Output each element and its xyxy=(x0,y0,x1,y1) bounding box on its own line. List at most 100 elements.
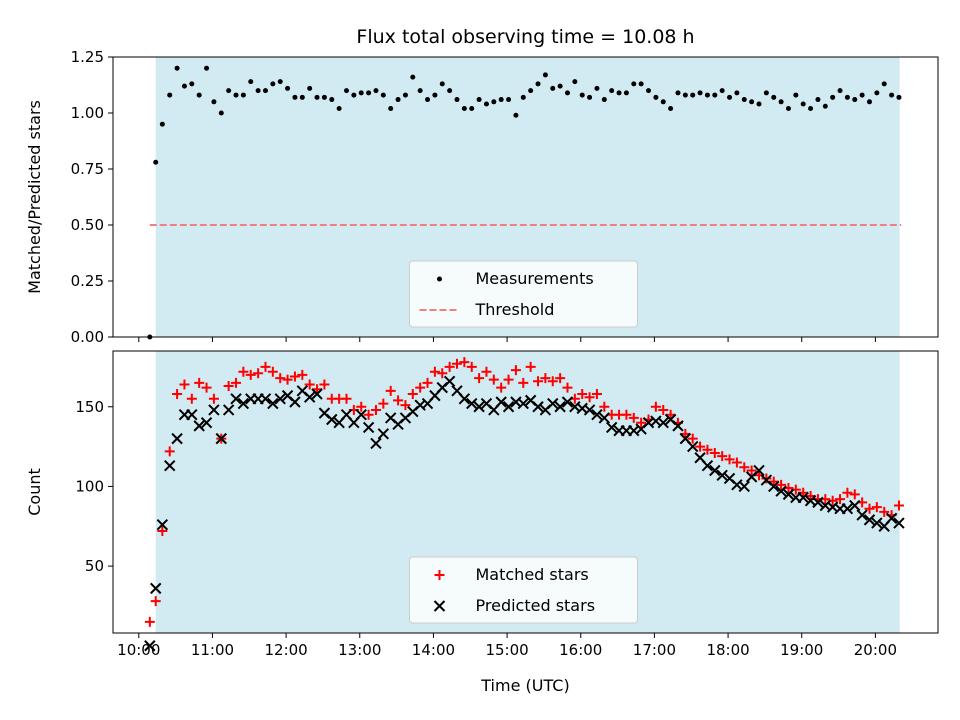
predicted-star-point xyxy=(362,421,375,434)
measurement-point xyxy=(218,110,224,116)
measurement-point xyxy=(844,94,850,100)
matched-star-point xyxy=(503,374,514,385)
measurement-point xyxy=(248,79,254,85)
matched-star-point xyxy=(739,462,750,473)
matched-star-point xyxy=(275,373,286,384)
measurement-point xyxy=(660,99,666,105)
measurement-point xyxy=(329,97,335,103)
predicted-star-point xyxy=(267,397,279,410)
x-tick-label: 18:00 xyxy=(706,641,749,659)
y-tick-label: 150 xyxy=(75,398,104,416)
x-tick-label: 20:00 xyxy=(854,641,897,659)
predicted-star-point xyxy=(885,512,898,524)
predicted-star-point xyxy=(237,397,250,410)
measurement-point xyxy=(594,85,600,91)
measurement-point xyxy=(307,85,313,91)
y-tick-label: 0.75 xyxy=(71,160,104,178)
y-tick-label: 50 xyxy=(85,557,104,575)
predicted-star-point xyxy=(208,404,220,416)
matched-star-point xyxy=(621,409,632,420)
predicted-star-point xyxy=(311,388,323,400)
measurement-point xyxy=(763,90,769,96)
measurement-point xyxy=(874,90,880,96)
measurement-point xyxy=(461,106,467,112)
matched-star-point xyxy=(717,451,728,462)
measurement-point xyxy=(270,81,276,87)
measurement-point xyxy=(506,97,512,103)
matched-star-point xyxy=(687,433,698,444)
matched-star-point xyxy=(805,490,816,501)
legend-marker-measurements xyxy=(437,276,442,282)
predicted-star-point xyxy=(598,412,611,424)
measurement-point xyxy=(417,88,423,94)
matched-star-point xyxy=(658,404,669,415)
measurement-point xyxy=(432,92,438,98)
matched-star-point xyxy=(437,368,448,379)
measurement-point xyxy=(778,99,784,105)
measurement-point xyxy=(181,83,187,89)
measurement-point xyxy=(785,106,791,112)
ratio-y-axis-label: Matched/Predicted stars xyxy=(25,100,44,294)
matched-star-point xyxy=(510,365,521,376)
legend-label-measurements: Measurements xyxy=(476,269,594,288)
predicted-star-point xyxy=(171,432,183,445)
matched-star-point xyxy=(429,366,440,377)
measurement-point xyxy=(174,65,180,71)
predicted-star-point xyxy=(443,375,456,387)
predicted-star-point xyxy=(532,401,544,413)
predicted-star-point xyxy=(893,517,905,529)
matched-star-point xyxy=(584,392,595,403)
predicted-star-point xyxy=(812,496,824,509)
x-axis-label: Time (UTC) xyxy=(480,676,569,695)
measurement-point xyxy=(262,88,268,94)
predicted-star-point xyxy=(605,421,618,434)
measurement-point xyxy=(483,101,489,107)
predicted-star-point xyxy=(222,404,235,416)
measurement-point xyxy=(285,85,291,91)
matched-star-point xyxy=(378,398,389,409)
predicted-star-point xyxy=(355,409,367,421)
matched-star-point xyxy=(407,389,418,400)
matched-star-point xyxy=(260,361,271,372)
predicted-star-point xyxy=(797,491,809,504)
predicted-star-point xyxy=(775,485,787,497)
measurement-point xyxy=(167,92,173,98)
matched-star-point xyxy=(208,393,219,404)
measurement-point xyxy=(425,97,431,103)
measurement-point xyxy=(830,94,836,100)
measurement-point xyxy=(550,85,556,91)
matched-star-point xyxy=(289,371,300,382)
matched-star-point xyxy=(496,382,507,393)
measurement-point xyxy=(476,97,482,103)
measurement-point xyxy=(859,92,865,98)
matched-star-point xyxy=(695,441,706,452)
x-tick-label: 19:00 xyxy=(780,641,823,659)
measurement-point xyxy=(344,88,350,94)
matched-star-point xyxy=(746,465,757,476)
measurement-point xyxy=(299,94,305,100)
matched-star-point xyxy=(599,401,610,412)
ratio-plot-frame xyxy=(112,56,939,338)
matched-star-point xyxy=(238,366,249,377)
measurement-point xyxy=(564,90,570,96)
matched-star-point xyxy=(444,361,455,372)
measurement-point xyxy=(749,99,755,105)
measurement-point xyxy=(668,106,674,112)
predicted-star-point xyxy=(547,397,559,410)
predicted-star-point xyxy=(687,440,699,453)
x-tick-label: 15:00 xyxy=(485,641,528,659)
measurement-point xyxy=(314,94,320,100)
measurement-point xyxy=(233,92,239,98)
measurement-point xyxy=(204,65,210,71)
matched-star-point xyxy=(547,376,558,387)
measurement-point xyxy=(542,72,548,78)
y-tick-label: 1.00 xyxy=(71,104,104,122)
measurement-point xyxy=(616,90,622,96)
measurement-point xyxy=(866,99,872,105)
count-plot-frame xyxy=(112,350,939,634)
matched-star-point xyxy=(179,379,190,390)
matched-star-point xyxy=(724,454,735,465)
matched-star-point xyxy=(835,494,846,505)
measurement-point xyxy=(579,92,585,98)
